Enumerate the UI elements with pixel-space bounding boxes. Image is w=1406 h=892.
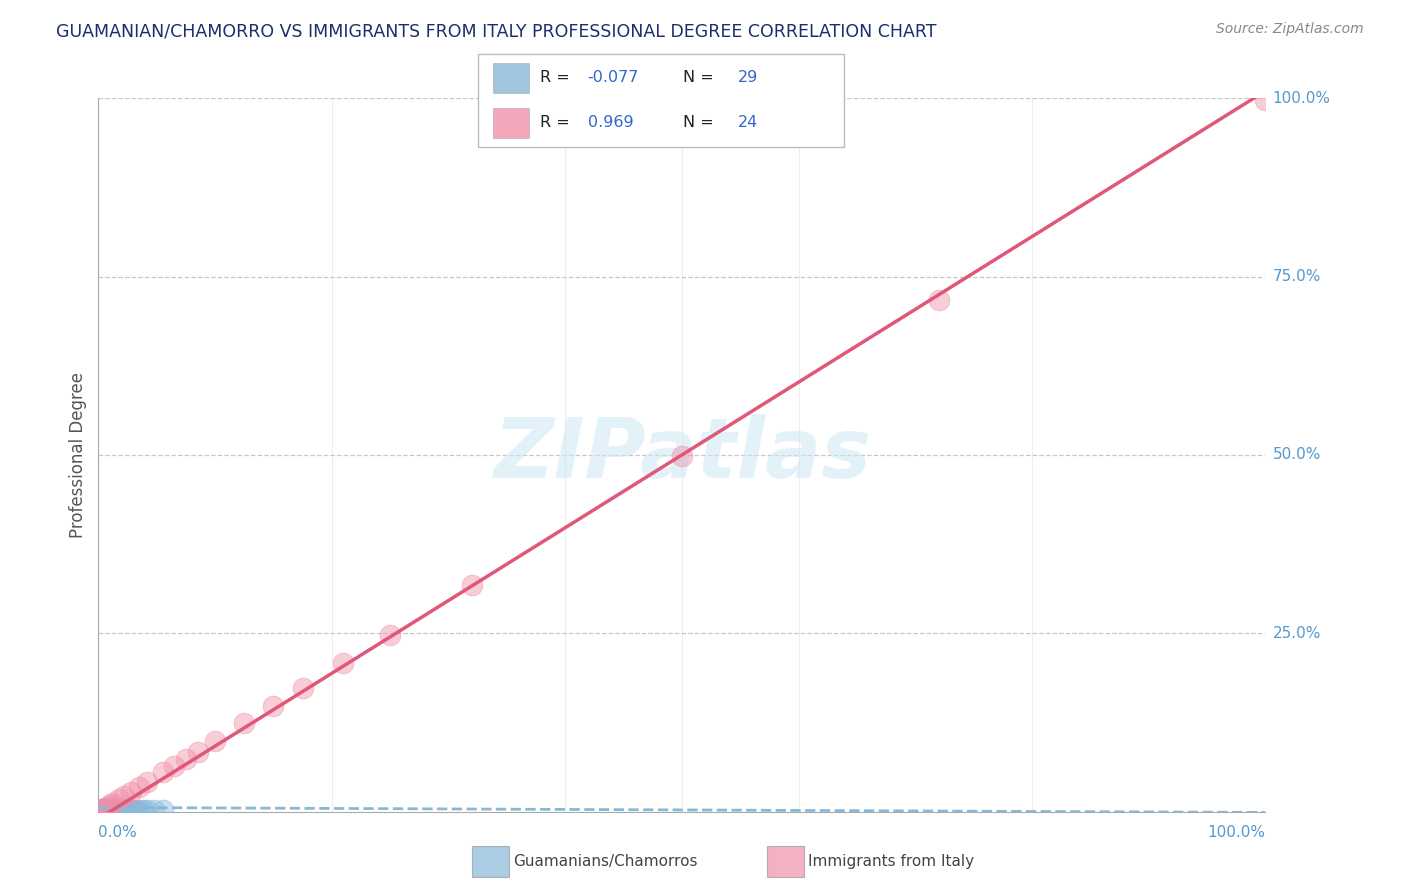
Text: 100.0%: 100.0%: [1208, 825, 1265, 840]
Point: [671, 450, 693, 464]
Point: [378, 628, 402, 642]
Text: 0.969: 0.969: [588, 115, 633, 130]
Text: -0.077: -0.077: [588, 70, 640, 86]
Point: [112, 803, 135, 817]
Text: 25.0%: 25.0%: [1272, 626, 1320, 640]
Point: [187, 745, 209, 759]
Point: [101, 803, 124, 817]
Text: GUAMANIAN/CHAMORRO VS IMMIGRANTS FROM ITALY PROFESSIONAL DEGREE CORRELATION CHAR: GUAMANIAN/CHAMORRO VS IMMIGRANTS FROM IT…: [56, 22, 936, 40]
Point: [233, 716, 256, 731]
Point: [103, 803, 125, 817]
Text: 29: 29: [738, 70, 758, 86]
FancyBboxPatch shape: [478, 54, 844, 147]
Point: [117, 803, 139, 817]
Point: [291, 681, 314, 696]
Point: [143, 803, 166, 817]
Point: [136, 803, 159, 817]
Point: [97, 803, 120, 817]
Point: [152, 765, 174, 780]
Point: [98, 803, 121, 817]
Point: [90, 803, 112, 817]
Bar: [492, 108, 529, 138]
Point: [136, 774, 159, 789]
Text: Guamanians/Chamorros: Guamanians/Chamorros: [513, 855, 697, 869]
Text: 50.0%: 50.0%: [1272, 448, 1320, 462]
Text: N =: N =: [683, 115, 718, 130]
Point: [110, 802, 132, 816]
Point: [100, 802, 122, 816]
Point: [204, 734, 226, 748]
Point: [97, 803, 120, 817]
Point: [152, 803, 174, 817]
Point: [928, 293, 950, 307]
Text: 24: 24: [738, 115, 758, 130]
Point: [93, 803, 115, 817]
Point: [98, 797, 121, 812]
Point: [90, 803, 112, 817]
Point: [128, 780, 150, 794]
Point: [112, 789, 135, 803]
Point: [107, 803, 129, 817]
Point: [108, 803, 131, 817]
Point: [461, 578, 484, 592]
Point: [105, 803, 128, 817]
Point: [174, 752, 197, 766]
Point: [93, 801, 115, 815]
Point: [118, 802, 141, 816]
Text: Source: ZipAtlas.com: Source: ZipAtlas.com: [1216, 22, 1364, 37]
Point: [163, 759, 186, 773]
Point: [132, 803, 155, 817]
Point: [1254, 93, 1277, 107]
Point: [91, 802, 114, 816]
Text: 100.0%: 100.0%: [1272, 91, 1330, 105]
Point: [111, 803, 134, 817]
Bar: [492, 63, 529, 93]
Point: [90, 803, 112, 817]
Point: [262, 699, 284, 714]
Text: 0.0%: 0.0%: [98, 825, 138, 840]
Text: 75.0%: 75.0%: [1272, 269, 1320, 284]
Text: ZIPatlas: ZIPatlas: [494, 415, 870, 495]
Point: [128, 803, 150, 817]
Point: [120, 785, 142, 799]
Point: [332, 657, 354, 671]
Text: R =: R =: [540, 115, 575, 130]
Text: R =: R =: [540, 70, 575, 86]
Point: [125, 803, 148, 817]
Point: [104, 803, 127, 817]
Point: [96, 802, 118, 816]
Text: Immigrants from Italy: Immigrants from Italy: [808, 855, 974, 869]
Point: [97, 799, 120, 814]
Point: [104, 802, 127, 816]
Y-axis label: Professional Degree: Professional Degree: [69, 372, 87, 538]
Point: [101, 796, 124, 810]
Text: N =: N =: [683, 70, 718, 86]
Point: [94, 803, 117, 817]
Point: [122, 803, 145, 817]
Point: [108, 792, 131, 806]
